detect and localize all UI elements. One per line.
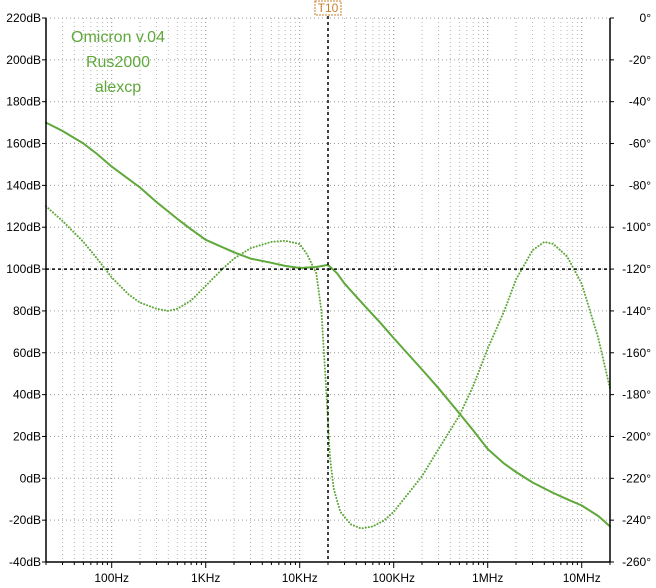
y-left-tick-label: 80dB — [13, 304, 41, 318]
y-right-tick-label: -220° — [622, 471, 651, 485]
y-left-tick-label: 40dB — [13, 388, 41, 402]
y-left-tick-label: 180dB — [6, 95, 41, 109]
y-left-tick-label: 60dB — [13, 346, 41, 360]
y-right-tick-label: -60° — [629, 137, 651, 151]
annotation-text: Rus2000 — [86, 54, 150, 71]
y-left-tick-label: 220dB — [6, 11, 41, 25]
cursor[interactable]: T10 — [46, 0, 610, 562]
y-left-tick-label: -40dB — [9, 555, 41, 569]
cursor-label-box[interactable] — [314, 0, 342, 16]
y-left-tick-label: 200dB — [6, 53, 41, 67]
y-left-tick-label: 140dB — [6, 178, 41, 192]
y-right-tick-label: -40° — [629, 95, 651, 109]
cursor-label: T10 — [318, 1, 339, 15]
phase-series-line — [45, 205, 611, 530]
grid — [45, 17, 611, 563]
y-right-tick-label: -180° — [622, 388, 651, 402]
y-left-tick-label: 120dB — [6, 220, 41, 234]
annotation-text: alexcp — [95, 79, 141, 96]
y-left-tick-label: 0dB — [20, 471, 41, 485]
y-right-tick-label: -200° — [622, 429, 651, 443]
y-left-tick-label: 160dB — [6, 137, 41, 151]
y-right-tick-label: -140° — [622, 304, 651, 318]
annotation-text: Omicron v.04 — [71, 29, 165, 46]
axes: 220dB 200dB 180dB 160dB 140dB 120dB 100dB 80dB 6… — [6, 11, 651, 585]
x-tick-label: 10MHz — [563, 571, 601, 585]
y-left-tick-label: 20dB — [13, 429, 41, 443]
x-tick-label: 100Hz — [94, 571, 129, 585]
y-right-tick-label: -80° — [629, 178, 651, 192]
magnitude-series-line — [45, 121, 611, 528]
y-right-tick-label: -120° — [622, 262, 651, 276]
x-tick-label: 100KHz — [372, 571, 415, 585]
y-left-tick-label: -20dB — [9, 513, 41, 527]
x-tick-label: 1MHz — [472, 571, 503, 585]
y-left-tick-label: 100dB — [6, 262, 41, 276]
y-right-tick-label: -100° — [622, 220, 651, 234]
y-right-tick-label: -20° — [629, 53, 651, 67]
x-tick-label: 10KHz — [282, 571, 318, 585]
y-right-tick-label: -160° — [622, 346, 651, 360]
y-right-tick-label: -240° — [622, 513, 651, 527]
x-tick-label: 1KHz — [191, 571, 220, 585]
y-right-tick-label: -260° — [622, 555, 651, 569]
annotations: Omicron v.04 Rus2000 alexcp — [71, 29, 165, 96]
series-layer — [45, 121, 611, 530]
y-right-tick-label: 0° — [640, 11, 652, 25]
